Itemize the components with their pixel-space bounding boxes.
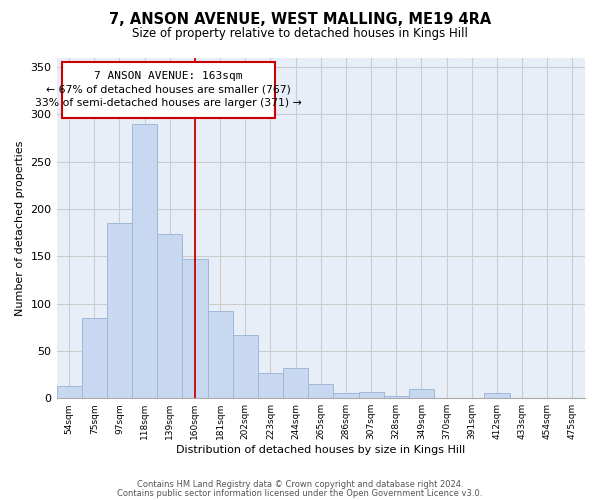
Bar [409, 388, 434, 398]
Text: Contains HM Land Registry data © Crown copyright and database right 2024.: Contains HM Land Registry data © Crown c… [137, 480, 463, 489]
Text: 7, ANSON AVENUE, WEST MALLING, ME19 4RA: 7, ANSON AVENUE, WEST MALLING, ME19 4RA [109, 12, 491, 28]
Bar [132, 124, 157, 398]
Bar [484, 392, 509, 398]
Bar [283, 368, 308, 398]
Text: Contains public sector information licensed under the Open Government Licence v3: Contains public sector information licen… [118, 488, 482, 498]
Bar [334, 394, 359, 398]
Bar [258, 372, 283, 398]
Bar [359, 392, 383, 398]
FancyBboxPatch shape [62, 62, 275, 118]
Bar [56, 386, 82, 398]
Y-axis label: Number of detached properties: Number of detached properties [15, 140, 25, 316]
Bar [383, 396, 409, 398]
Bar [308, 384, 334, 398]
Text: Size of property relative to detached houses in Kings Hill: Size of property relative to detached ho… [132, 28, 468, 40]
Text: ← 67% of detached houses are smaller (767): ← 67% of detached houses are smaller (76… [46, 85, 291, 95]
Bar [233, 335, 258, 398]
Text: 7 ANSON AVENUE: 163sqm: 7 ANSON AVENUE: 163sqm [94, 70, 243, 81]
Bar [208, 311, 233, 398]
Bar [107, 223, 132, 398]
Text: 33% of semi-detached houses are larger (371) →: 33% of semi-detached houses are larger (… [35, 98, 302, 108]
X-axis label: Distribution of detached houses by size in Kings Hill: Distribution of detached houses by size … [176, 445, 466, 455]
Bar [157, 234, 182, 398]
Bar [82, 318, 107, 398]
Bar [182, 259, 208, 398]
